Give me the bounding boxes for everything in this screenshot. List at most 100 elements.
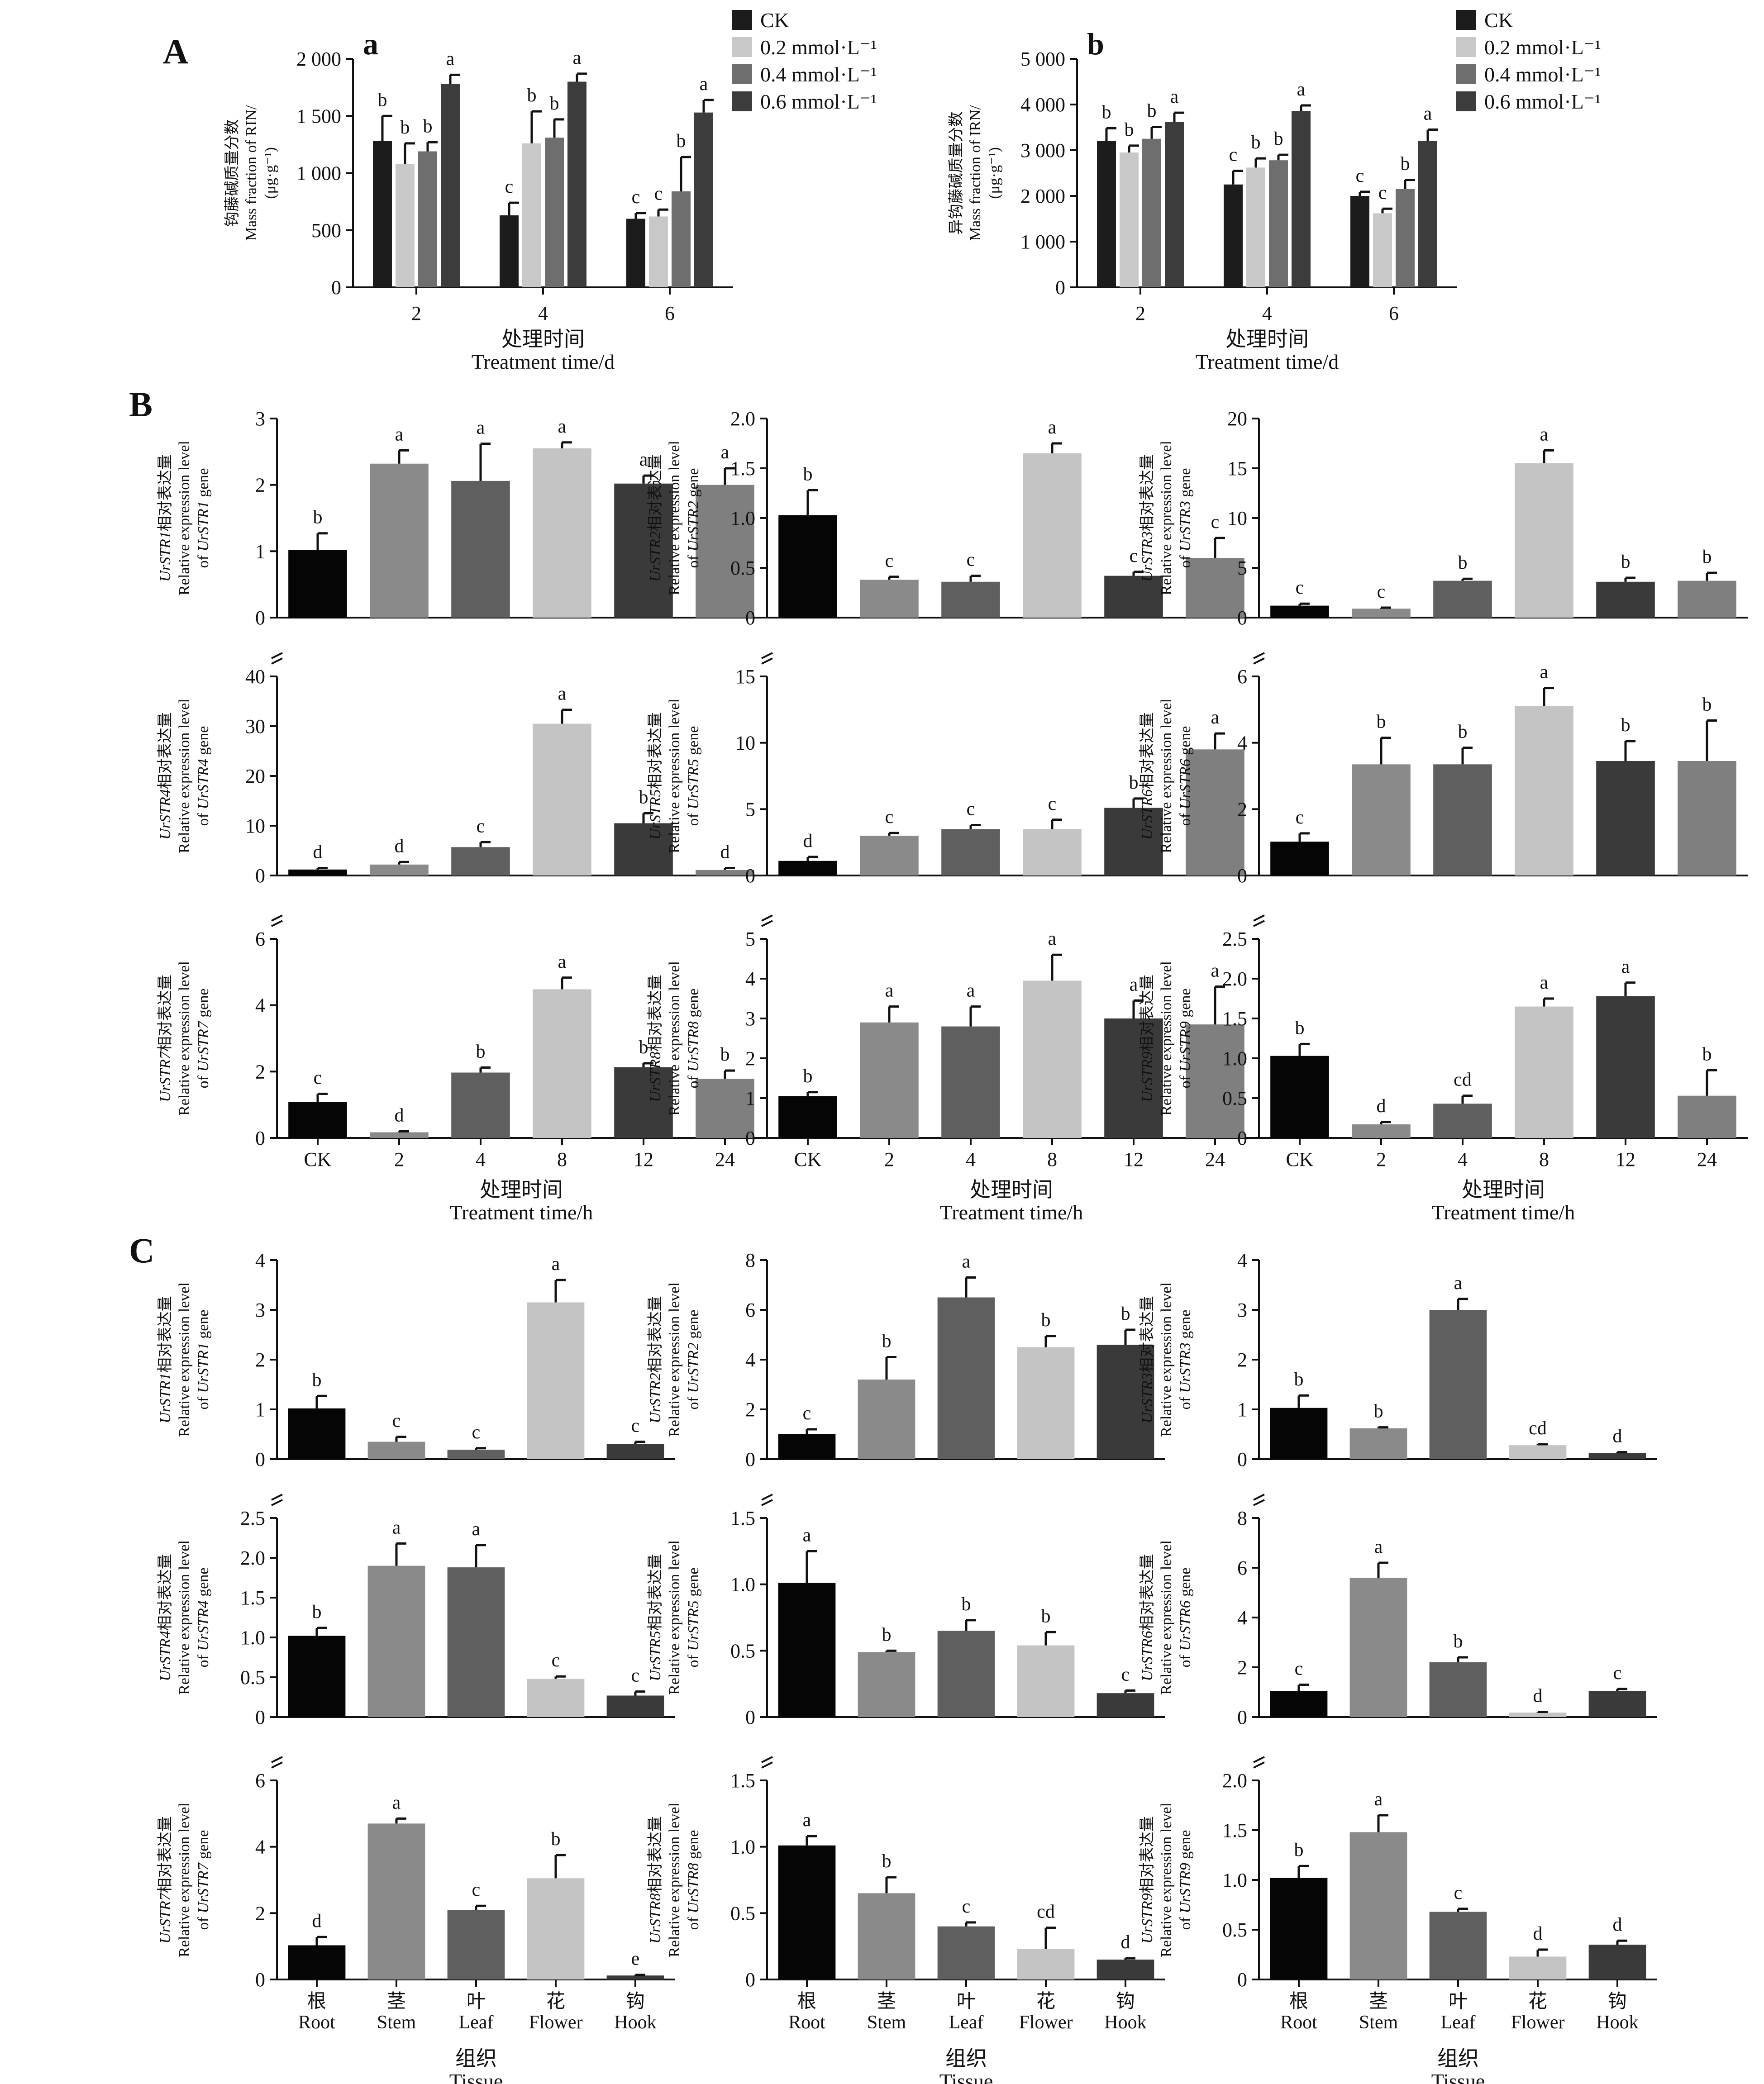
B9-3-sig-label: a (1540, 972, 1549, 993)
B3-1-bar (1352, 609, 1411, 618)
B4-3-sig-label: a (558, 684, 567, 704)
B4-ytick-label-2: 20 (245, 765, 265, 787)
C4-ytick-label-0: 0 (255, 1706, 265, 1728)
Ab-c0-s1-sig-label: b (1125, 119, 1134, 140)
B9-1-bar (1352, 1124, 1411, 1138)
C9-ylabel: UrSTR9相对表达量 Relative expression level of U… (1139, 1803, 1194, 1957)
B9-ylabel-cn: UrSTR9相对表达量 (1139, 975, 1156, 1102)
legend-label-a-3: 0.6 mmol·L⁻¹ (760, 90, 877, 113)
B1-4-bar (614, 483, 673, 618)
C3-4-sig-label: d (1613, 1426, 1622, 1447)
C4-axis-break-2 (271, 1499, 283, 1506)
C8-ytick-label-3: 1.5 (730, 1770, 755, 1792)
Aa-c0-s3-sig-label: a (446, 48, 455, 69)
B9-3-bar (1515, 1006, 1573, 1138)
chart-C9: 0 0.5 1.0 1.5 2.0 UrSTR9相对表达量 Relative express… (1139, 1756, 1657, 2084)
B8-3-sig-label: a (1048, 928, 1057, 949)
C7-xlabel-cn: 组织 (455, 2047, 497, 2070)
C3-ytick-label-4: 4 (1237, 1249, 1247, 1271)
Ab-xtick-label-1: 4 (1262, 302, 1272, 324)
Aa-c2-s1-sig-label: c (654, 183, 663, 204)
C6-ytick-label-3: 6 (1237, 1557, 1247, 1579)
B4-3-bar (533, 723, 591, 875)
C9-xtick-en-0: Root (1280, 2012, 1317, 2033)
B8-2-sig-label: a (967, 980, 975, 1001)
B1-ylabel-en2: of UrSTR1 gene (195, 468, 212, 568)
B5-1-sig-label: c (885, 807, 894, 828)
Ab-c0-s2-sig-label: b (1147, 100, 1157, 121)
chart-B9: 0 0.5 1.0 1.5 2.0 2.5 UrSTR9相对表达量 Relative expr… (1139, 914, 1748, 1224)
Aa-c1-s0-sig-label: c (505, 176, 514, 197)
B3-ytick-label-2: 10 (1227, 507, 1247, 529)
B8-ytick-label-3: 3 (745, 1008, 755, 1030)
C1-3-sig-label: a (552, 1254, 560, 1275)
C3-ytick-label-3: 3 (1237, 1299, 1247, 1321)
legend-swatch-a-0 (732, 10, 752, 30)
B3-ylabel-en1: Relative expression level (1158, 441, 1175, 595)
B6-ytick-label-2: 4 (1237, 732, 1247, 754)
B6-axis-break-2 (1253, 657, 1265, 665)
C9-axis-break-2 (1253, 1761, 1265, 1769)
C9-1-bar (1349, 1832, 1407, 1979)
B6-5-sig-label: b (1702, 695, 1712, 715)
B9-xtick-label-0: CK (1286, 1148, 1313, 1170)
B2-5-bar (1186, 558, 1244, 618)
C6-ytick-label-1: 2 (1237, 1656, 1247, 1679)
C4-ytick-label-5: 2.5 (240, 1507, 265, 1529)
B8-xlabel-en: Treatment time/h (940, 1201, 1083, 1224)
C9-ytick-label-2: 1.0 (1222, 1869, 1247, 1891)
B2-ytick-label-4: 2.0 (730, 408, 755, 430)
B8-ytick-label-1: 1 (745, 1087, 755, 1109)
C9-4-bar (1588, 1945, 1646, 1979)
Ab-c2-s1-sig-label: c (1378, 182, 1387, 203)
Ab-c2-s0-sig-label: c (1356, 166, 1364, 186)
Aa-c1-s1-sig-label: b (527, 85, 537, 106)
B4-ytick-label-0: 0 (255, 865, 265, 887)
C8-xtick-en-0: Root (788, 2012, 825, 2033)
C1-2-bar (447, 1450, 505, 1459)
B1-2-sig-label: a (477, 418, 485, 438)
C3-ylabel-en1: Relative expression level (1158, 1282, 1175, 1437)
B7-axis-break-2 (271, 920, 283, 927)
C3-ylabel-cn: UrSTR3相对表达量 (1139, 1296, 1156, 1423)
C4-4-bar (606, 1695, 664, 1717)
C5-0-bar (778, 1583, 836, 1717)
C9-xtick-en-2: Leaf (1441, 2012, 1476, 2033)
B7-xtick-label-2: 4 (476, 1148, 486, 1170)
C6-ytick-label-4: 8 (1237, 1507, 1247, 1529)
C6-2-sig-label: b (1454, 1631, 1463, 1652)
B5-5-bar (1186, 749, 1244, 875)
Ab-c0-s1-bar (1120, 152, 1139, 287)
B8-ytick-label-0: 0 (745, 1127, 755, 1149)
C8-xtick-cn-0: 根 (797, 1991, 816, 2012)
B9-ytick-label-4: 2.0 (1222, 968, 1247, 990)
B5-2-sig-label: c (967, 799, 975, 820)
C7-ytick-label-3: 6 (255, 1770, 265, 1792)
B8-5-bar (1186, 1024, 1244, 1138)
C5-ylabel: UrSTR5相对表达量 Relative expression level of U… (647, 1540, 702, 1695)
B8-1-bar (860, 1022, 919, 1138)
B1-ytick-label-3: 3 (255, 408, 265, 430)
C4-2-sig-label: a (472, 1519, 481, 1540)
panel-label-C: C (129, 1231, 154, 1270)
legend-label-b-3: 0.6 mmol·L⁻¹ (1484, 90, 1601, 113)
legend-swatch-a-3 (732, 91, 752, 111)
legend-label-a-2: 0.4 mmol·L⁻¹ (760, 63, 877, 86)
C9-xtick-en-3: Flower (1511, 2012, 1565, 2033)
B7-2-bar (451, 1072, 510, 1138)
Aa-c2-s3-sig-label: a (700, 74, 708, 95)
B3-4-sig-label: b (1621, 552, 1631, 572)
B1-5-bar (696, 485, 754, 618)
C6-ylabel-cn: UrSTR6相对表达量 (1139, 1554, 1156, 1681)
B7-5-sig-label: b (720, 1044, 730, 1065)
Ab-c2-s3-sig-label: a (1424, 104, 1432, 124)
B1-ytick-label-2: 2 (255, 474, 265, 496)
Aa-ylabel-unit: (μg·g⁻¹) (262, 147, 279, 199)
B4-ytick-label-1: 10 (245, 815, 265, 837)
C7-xtick-en-2: Leaf (459, 2012, 494, 2033)
C4-1-bar (367, 1565, 425, 1717)
C7-xtick-en-0: Root (298, 2012, 335, 2033)
C8-axis-break-2 (761, 1761, 773, 1769)
B8-ylabel-cn: UrSTR8相对表达量 (647, 975, 664, 1102)
